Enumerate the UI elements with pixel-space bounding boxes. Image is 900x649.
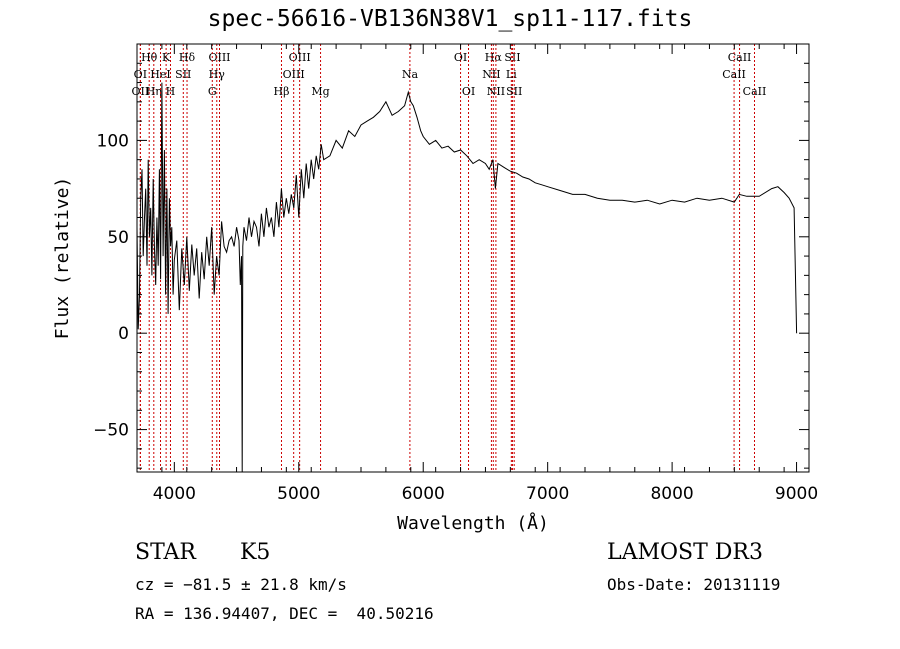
spectral-line-label: CaII xyxy=(743,85,767,98)
x-tick-label: 5000 xyxy=(277,484,320,504)
spectral-line-label: OIII xyxy=(283,68,305,81)
spectral-line-label: OIII xyxy=(289,51,311,64)
spectral-line-label: OI xyxy=(454,51,467,64)
spectral-line-label: Hθ xyxy=(141,51,158,64)
observation-date: Obs-Date: 20131119 xyxy=(607,575,781,594)
y-tick-label: −50 xyxy=(93,421,129,441)
x-tick-label: 8000 xyxy=(650,484,693,504)
spectral-line-label: Li xyxy=(506,68,517,81)
object-class: STAR xyxy=(135,540,196,565)
spectral-line-label: OI xyxy=(462,85,475,98)
spectral-line-label: Hδ xyxy=(179,51,196,64)
spectral-line-label: NII xyxy=(482,68,500,81)
spectral-line-label: CaII xyxy=(728,51,752,64)
y-tick-label: 100 xyxy=(97,131,129,151)
plot-frame xyxy=(136,43,810,473)
spectral-line-label: K xyxy=(162,51,171,64)
spectral-line-markers: Hθ OII OI Hη K HeI H SII Hδ OIII Hγ G Hβ OIII OIII Mg Na… xyxy=(132,44,767,472)
redshift-velocity: cz = −81.5 ± 21.8 km/s xyxy=(135,575,347,594)
spectral-line-label: OIII xyxy=(208,51,230,64)
x-axis-label: Wavelength (Å) xyxy=(397,512,549,534)
spectral-line-label: SII xyxy=(504,51,520,64)
survey-name: LAMOST DR3 xyxy=(607,540,763,565)
spectral-line-label: H xyxy=(166,85,176,98)
y-tick-label: 0 xyxy=(118,324,129,344)
x-tick-label: 6000 xyxy=(402,484,445,504)
spectral-line-label: Hη xyxy=(146,85,162,98)
spectral-line-label: SII xyxy=(506,85,522,98)
y-axis: −50 0 50 100 xyxy=(93,62,809,469)
x-tick-label: 9000 xyxy=(775,484,818,504)
spectral-line-label: Mg xyxy=(311,85,329,98)
x-tick-label: 4000 xyxy=(153,484,196,504)
y-axis-label: Flux (relative) xyxy=(52,177,73,340)
ra-dec-coordinates: RA = 136.94407, DEC = 40.50216 xyxy=(135,604,434,623)
spectral-line-label: HeI xyxy=(150,68,170,81)
x-tick-label: 7000 xyxy=(526,484,569,504)
x-axis: 4000 5000 6000 7000 8000 9000 xyxy=(136,44,818,504)
chart-title: spec-56616-VB136N38V1_sp11-117.fits xyxy=(207,6,693,32)
spectral-line-label: CaII xyxy=(722,68,746,81)
spectral-line-label: Na xyxy=(402,68,419,81)
spectral-line-label: Hγ xyxy=(209,68,226,81)
spectral-line-label: OII xyxy=(132,85,150,98)
y-tick-label: 50 xyxy=(107,228,129,248)
spectral-line-label: OI xyxy=(134,68,147,81)
spectral-line-label: NII xyxy=(487,85,505,98)
spectral-line-label: Hα xyxy=(485,51,503,64)
flux-series-line xyxy=(136,82,798,473)
object-subclass: K5 xyxy=(240,540,271,565)
spectral-line-label: Hβ xyxy=(274,85,290,98)
spectral-line-label: G xyxy=(208,85,217,98)
spectral-line-label: SII xyxy=(175,68,191,81)
